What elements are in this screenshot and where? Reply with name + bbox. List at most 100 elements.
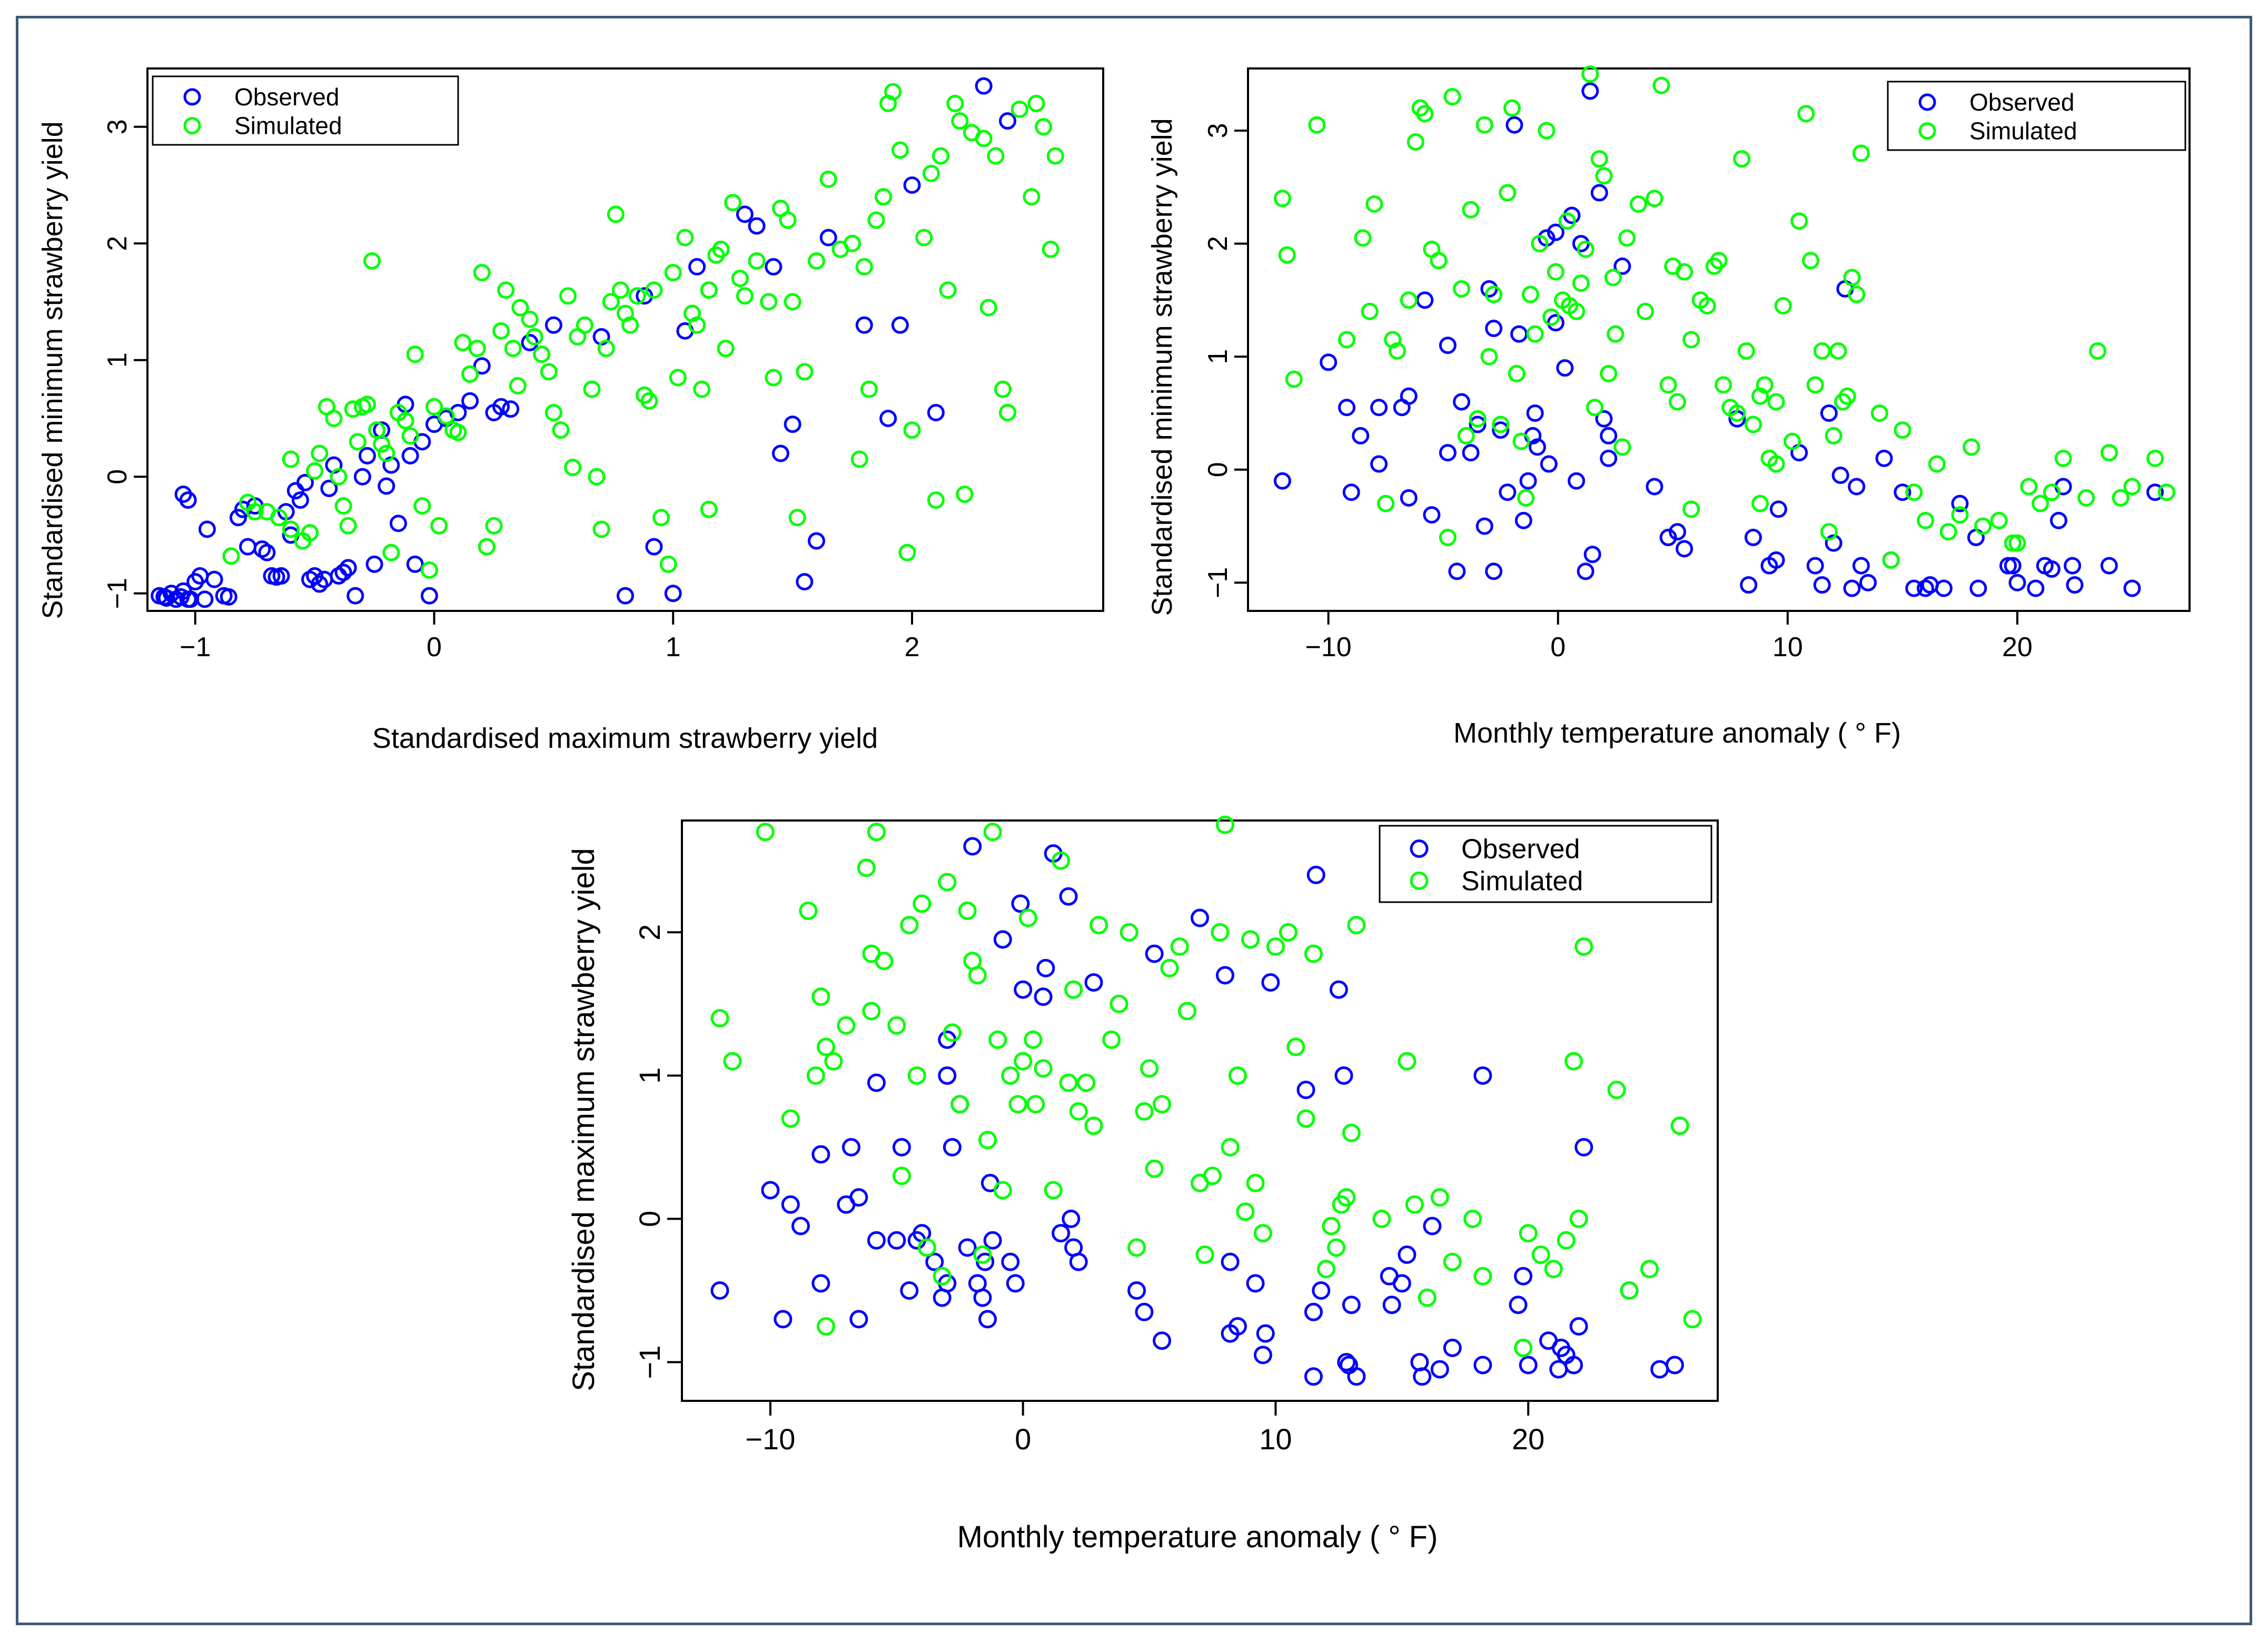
simulated-point [1843, 269, 1861, 286]
simulated-point [1416, 105, 1434, 123]
simulated-point [1011, 101, 1028, 118]
simulated-point [1838, 387, 1856, 405]
simulated-point [602, 293, 620, 311]
simulated-point [1027, 94, 1045, 112]
simulated-point [796, 363, 814, 381]
observed-point [1256, 1324, 1275, 1343]
observed-point [1894, 483, 1912, 501]
simulated-point [1572, 274, 1590, 292]
simulated-point [1052, 851, 1071, 870]
x-tick-label: 0 [427, 632, 442, 663]
simulated-point [939, 281, 957, 299]
simulated-point [1801, 252, 1819, 270]
simulated-point [875, 188, 893, 206]
observed-point [1492, 421, 1510, 439]
simulated-point [1894, 421, 1912, 439]
observed-point [220, 588, 237, 606]
simulated-point [1203, 1167, 1222, 1185]
chart3-xlabel: Monthly temperature anomaly ( ° F) [957, 1520, 1438, 1554]
simulated-point [1473, 1267, 1492, 1286]
simulated-point [1145, 1159, 1164, 1178]
simulated-point [779, 211, 797, 229]
simulated-point [1670, 1116, 1689, 1135]
simulated-point [1519, 1224, 1538, 1243]
simulated-point [2112, 489, 2130, 507]
x-tick-label: 20 [2002, 632, 2033, 663]
simulated-point [1384, 331, 1402, 349]
simulated-point [282, 450, 300, 468]
legend-marker-observed [1918, 93, 1936, 111]
simulated-point [1652, 76, 1670, 94]
simulated-point [1538, 122, 1556, 140]
simulated-point [1361, 302, 1379, 320]
series-observed [151, 77, 1016, 608]
simulated-point [540, 363, 558, 381]
observed-point [1215, 966, 1234, 985]
observed-point [1475, 517, 1493, 535]
simulated-point [669, 369, 687, 387]
series-observed [710, 837, 1684, 1386]
simulated-point [1963, 438, 1980, 456]
simulated-point [2077, 489, 2095, 507]
observed-point [1001, 1252, 1020, 1271]
observed-point [765, 258, 783, 276]
simulated-point [956, 485, 974, 503]
simulated-point [900, 916, 919, 935]
observed-point [943, 1138, 962, 1156]
simulated-point [1285, 370, 1303, 388]
simulated-point [875, 952, 894, 971]
simulated-point [1521, 285, 1539, 303]
observed-point [1767, 551, 1785, 569]
observed-point [1540, 455, 1558, 473]
simulated-point [1557, 1231, 1576, 1250]
observed-point [1595, 410, 1613, 428]
simulated-point [844, 234, 861, 252]
observed-point [1526, 404, 1544, 422]
simulated-point [932, 147, 949, 165]
simulated-point [993, 1181, 1012, 1200]
observed-point [900, 1281, 919, 1300]
observed-point [993, 930, 1012, 949]
simulated-point [592, 520, 610, 538]
legend-marker-observed [183, 88, 201, 106]
simulated-point [1228, 1066, 1247, 1085]
observed-point [1564, 1356, 1583, 1375]
simulated-point [857, 858, 876, 877]
simulated-point [799, 901, 818, 920]
observed-point [1769, 500, 1787, 518]
simulated-point [1503, 99, 1521, 117]
simulated-point [1398, 1052, 1417, 1071]
simulated-point [664, 264, 682, 282]
simulated-point [533, 345, 551, 363]
simulated-point [1469, 410, 1487, 428]
chart2-xlabel: Monthly temperature anomaly ( ° F) [1453, 717, 1901, 749]
simulated-point [363, 252, 381, 270]
observed-point [999, 112, 1016, 130]
observed-point [272, 567, 290, 585]
observed-point [1423, 506, 1441, 524]
legend-label-observed: Observed [234, 83, 339, 111]
simulated-point [659, 555, 677, 573]
simulated-point [1365, 195, 1383, 213]
observed-point [791, 1217, 810, 1235]
simulated-point [1526, 325, 1544, 343]
observed-point [1443, 1338, 1462, 1357]
simulated-point [1443, 88, 1461, 106]
simulated-point [1531, 235, 1549, 253]
simulated-point [1430, 252, 1448, 270]
simulated-point [1407, 133, 1424, 151]
simulated-point [1517, 489, 1535, 507]
simulated-point [1990, 511, 2008, 529]
legend-label-simulated: Simulated [234, 112, 342, 140]
simulated-point [1014, 1052, 1033, 1071]
observed-point [1398, 1245, 1417, 1264]
x-tick-label: −10 [745, 1422, 795, 1456]
observed-point [1062, 1209, 1081, 1228]
observed-point [1034, 987, 1053, 1006]
simulated-point [860, 380, 878, 398]
simulated-point [1905, 483, 1923, 501]
observed-point [1650, 1360, 1669, 1379]
simulated-point [1848, 285, 1866, 303]
simulated-point [1308, 116, 1326, 134]
simulated-point [717, 340, 735, 358]
